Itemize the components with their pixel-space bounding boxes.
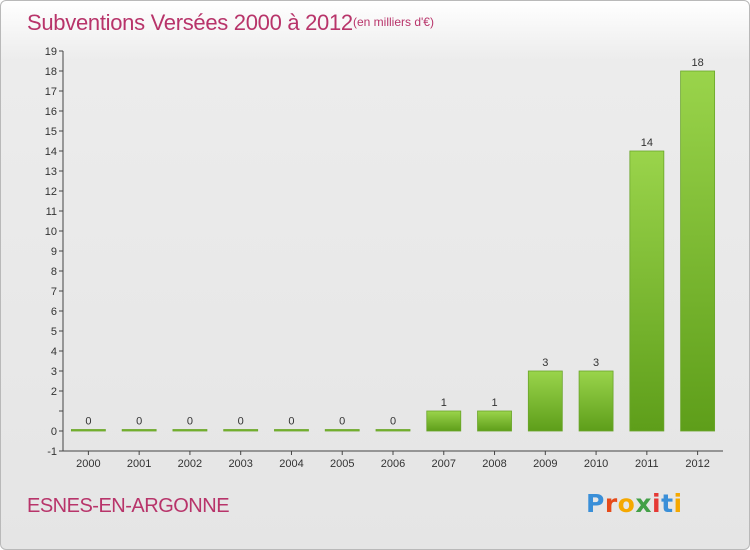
y-tick-label: 9: [51, 246, 57, 258]
y-tick-label: 8: [51, 266, 57, 278]
x-tick-label: 2001: [127, 458, 151, 470]
x-tick-label: 2009: [533, 458, 557, 470]
bar: [578, 370, 614, 432]
data-label: 0: [136, 416, 142, 428]
chart-unit: (en milliers d'€): [353, 15, 434, 29]
y-tick-label: -1: [47, 446, 57, 458]
y-tick-label: 2: [51, 386, 57, 398]
logo-letter: i: [652, 489, 662, 518]
logo-letter: i: [673, 489, 683, 518]
bar: [324, 429, 360, 432]
data-label: 3: [593, 357, 599, 369]
data-label: 0: [187, 416, 193, 428]
y-tick-label: 6: [51, 306, 57, 318]
bar: [223, 429, 259, 432]
bars: 0 0 0 0 0 0 0 1 1 3 3 14 18: [70, 57, 716, 432]
chart-title: Subventions Versées 2000 à 2012: [27, 10, 353, 35]
data-label: 0: [85, 416, 91, 428]
y-tick-label: 19: [45, 46, 57, 58]
bar: [70, 429, 106, 432]
y-tick-label: 17: [45, 86, 57, 98]
x-tick-label: 2000: [76, 458, 100, 470]
y-tick-label: 0: [51, 426, 57, 438]
x-tick-label: 2008: [482, 458, 506, 470]
bar: [274, 429, 309, 432]
y-tick-label: 15: [45, 126, 57, 138]
y-tick-label: 16: [45, 106, 57, 118]
proxiti-logo: Proxiti: [586, 489, 683, 518]
data-label: 1: [491, 397, 497, 409]
bar: [172, 429, 208, 432]
data-label: 18: [691, 57, 703, 69]
data-label: 1: [441, 397, 447, 409]
x-tick-label: 2012: [685, 458, 709, 470]
bar: [375, 429, 411, 432]
logo-letter: o: [617, 489, 636, 518]
data-label: 14: [641, 137, 653, 149]
y-tick-label: 4: [51, 346, 57, 358]
x-tick-label: 2004: [279, 458, 303, 470]
x-tick-label: 2010: [584, 458, 608, 470]
x-tick-label: 2005: [330, 458, 354, 470]
bar: [121, 429, 157, 432]
x-tick-label: 2003: [228, 458, 252, 470]
y-tick-label: 7: [51, 286, 57, 298]
y-tick-label: 11: [46, 206, 57, 218]
x-tick-label: 2002: [178, 458, 202, 470]
data-label: 0: [339, 416, 345, 428]
bar: [680, 70, 716, 432]
data-label: 0: [390, 416, 396, 428]
bar: [426, 410, 462, 432]
y-tick-label: 5: [51, 326, 57, 338]
data-label: 0: [288, 416, 294, 428]
x-tick-label: 2011: [635, 458, 659, 470]
y-tick-label: 12: [45, 186, 57, 198]
x-tick-label: 2006: [381, 458, 405, 470]
x-tick-label: 2007: [432, 458, 456, 470]
bar: [527, 370, 563, 432]
data-label: 3: [542, 357, 548, 369]
logo-letter: x: [635, 489, 652, 518]
logo-letter: r: [604, 489, 618, 518]
y-tick-label: 3: [51, 366, 57, 378]
data-label: 0: [238, 416, 244, 428]
bar: [629, 150, 665, 432]
y-tick-label: 13: [45, 166, 57, 178]
y-tick-label: 18: [45, 66, 57, 78]
y-tick-label: 14: [45, 146, 57, 158]
bar: [477, 410, 512, 432]
commune-name: ESNES-EN-ARGONNE: [27, 495, 230, 517]
logo-letter: P: [586, 489, 605, 518]
y-tick-label: 10: [45, 226, 57, 238]
logo-letter: t: [661, 489, 674, 518]
